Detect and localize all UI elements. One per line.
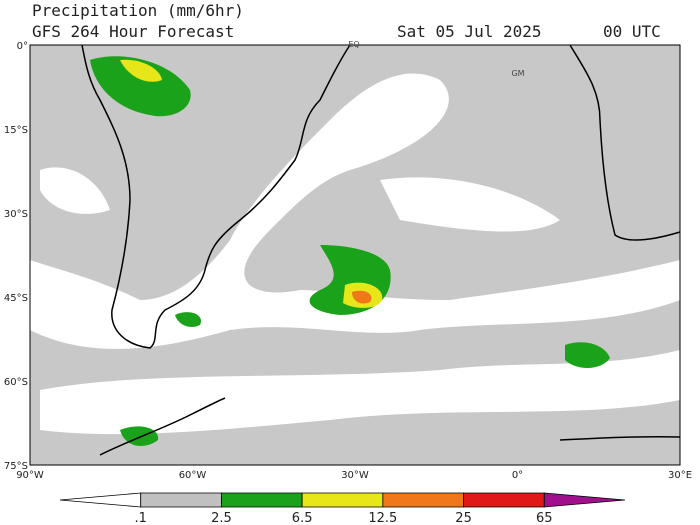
precip-gaps <box>40 167 680 435</box>
subtitle: GFS 264 Hour Forecast <box>32 22 234 41</box>
lon-label: 30°E <box>668 470 692 481</box>
equator-marker: EQ <box>348 40 359 49</box>
lat-label: 75°S <box>4 461 28 472</box>
map-frame <box>29 44 681 466</box>
colorbar: .1 2.5 6.5 12.5 25 65 <box>59 492 626 525</box>
colorbar-segment <box>382 492 464 508</box>
meridian-marker: GM <box>511 69 524 78</box>
time: 00 UTC <box>603 22 661 41</box>
coastlines <box>81 44 681 456</box>
lat-label: 60°S <box>4 377 28 388</box>
lat-label: 15°S <box>4 125 28 136</box>
colorbar-label: 25 <box>455 511 472 525</box>
colorbar-segment <box>140 492 222 508</box>
precip-heavy <box>90 56 610 446</box>
lon-label: 0° <box>512 470 523 481</box>
lat-label: 0° <box>17 41 28 52</box>
date: Sat 05 Jul 2025 <box>397 22 542 41</box>
colorbar-label: .1 <box>135 511 147 525</box>
axes: 0° 15°S 30°S 45°S 60°S 75°S90°W 60°W 30°W 0° 30°E <box>4 41 692 481</box>
title: Precipitation (mm/6hr) <box>32 1 244 20</box>
lon-label: 60°W <box>179 470 207 481</box>
lon-label: 30°W <box>341 470 369 481</box>
colorbar-segment <box>463 492 545 508</box>
colorbar-segment <box>221 492 303 508</box>
colorbar-label: 2.5 <box>211 511 232 525</box>
colorbar-segment <box>301 492 384 508</box>
colorbar-segment <box>543 492 626 508</box>
map: EQ GM <box>29 40 681 466</box>
lon-label: 90°W <box>16 470 44 481</box>
colorbar-label: 6.5 <box>292 511 313 525</box>
colorbar-label: 65 <box>536 511 553 525</box>
colorbar-label: 12.5 <box>368 511 397 525</box>
lat-label: 30°S <box>4 209 28 220</box>
lat-label: 45°S <box>4 293 28 304</box>
colorbar-segment <box>59 492 142 508</box>
